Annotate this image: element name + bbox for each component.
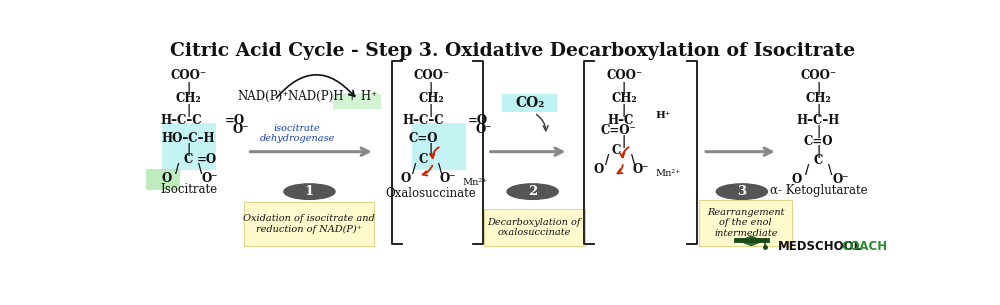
FancyBboxPatch shape — [502, 94, 557, 113]
Text: |: | — [429, 82, 433, 95]
Text: Isocitrate: Isocitrate — [160, 183, 217, 196]
Text: /: / — [805, 164, 809, 177]
Text: O: O — [792, 173, 802, 186]
Circle shape — [507, 184, 558, 199]
Text: |: | — [622, 135, 626, 148]
Text: |: | — [186, 104, 191, 117]
Text: NAD(P)⁺: NAD(P)⁺ — [237, 90, 289, 103]
Text: /: / — [175, 163, 179, 176]
Text: |: | — [816, 104, 821, 117]
Text: O⁻: O⁻ — [633, 163, 649, 176]
Text: O⁻: O⁻ — [202, 172, 218, 185]
Circle shape — [716, 184, 767, 199]
Text: \: \ — [198, 163, 202, 176]
Text: C: C — [612, 144, 621, 157]
Text: C: C — [184, 153, 193, 166]
Text: /: / — [605, 154, 609, 167]
Text: CO₂: CO₂ — [515, 96, 544, 110]
Text: COO⁻: COO⁻ — [606, 70, 642, 82]
Text: H–C–C: H–C–C — [160, 114, 202, 127]
Text: /: / — [412, 163, 416, 176]
FancyBboxPatch shape — [146, 169, 180, 190]
Text: 1: 1 — [305, 185, 314, 198]
Text: CH₂: CH₂ — [418, 92, 444, 105]
Text: |: | — [816, 125, 821, 138]
Text: O⁻: O⁻ — [440, 172, 456, 185]
FancyBboxPatch shape — [699, 200, 792, 246]
Text: \: \ — [828, 164, 832, 177]
Text: CH₂: CH₂ — [806, 92, 831, 105]
Text: O: O — [162, 172, 172, 185]
Text: NAD(P)H + H⁺: NAD(P)H + H⁺ — [288, 90, 377, 103]
Text: \: \ — [438, 163, 443, 176]
Text: \: \ — [631, 154, 636, 167]
Text: Mn²⁺: Mn²⁺ — [462, 178, 488, 187]
Text: =O: =O — [468, 114, 488, 127]
Text: CH₂: CH₂ — [176, 92, 201, 105]
Text: H–C–H: H–C–H — [797, 114, 840, 127]
Text: C=O: C=O — [409, 132, 438, 145]
Text: Oxalosuccinate: Oxalosuccinate — [386, 187, 477, 200]
Text: 2: 2 — [528, 185, 537, 198]
Text: H–C: H–C — [607, 114, 633, 127]
Text: =O: =O — [196, 153, 216, 166]
FancyBboxPatch shape — [162, 124, 216, 170]
Text: Decarboxylation of
oxalosuccinate: Decarboxylation of oxalosuccinate — [487, 218, 581, 237]
Text: C: C — [814, 155, 823, 167]
Circle shape — [284, 184, 335, 199]
Text: Rearrangement
of the enol
intermediate: Rearrangement of the enol intermediate — [707, 208, 785, 238]
Text: O⁻: O⁻ — [475, 123, 492, 136]
Text: CH₂: CH₂ — [611, 92, 637, 105]
Text: |: | — [816, 145, 821, 158]
Text: isocitrate
dehydrogenase: isocitrate dehydrogenase — [259, 124, 335, 143]
Text: Citric Acid Cycle - Step 3. Oxidative Decarboxylation of Isocitrate: Citric Acid Cycle - Step 3. Oxidative De… — [170, 42, 855, 60]
FancyBboxPatch shape — [333, 94, 381, 109]
Text: |: | — [622, 104, 626, 117]
Text: COO⁻: COO⁻ — [170, 70, 207, 82]
Text: O: O — [593, 163, 604, 176]
Text: COO⁻: COO⁻ — [413, 70, 449, 82]
Text: |: | — [186, 82, 191, 95]
Text: H–C–C: H–C–C — [403, 114, 444, 127]
Text: MEDSCHOOL: MEDSCHOOL — [778, 240, 862, 253]
Text: C=O⁻: C=O⁻ — [600, 124, 636, 137]
Text: C=O: C=O — [804, 135, 833, 148]
Text: |: | — [622, 82, 626, 95]
Text: |: | — [429, 143, 433, 156]
Polygon shape — [740, 236, 763, 246]
FancyBboxPatch shape — [244, 202, 374, 246]
Text: |: | — [186, 143, 191, 156]
Text: HO–C–H: HO–C–H — [162, 132, 215, 145]
Text: H⁺: H⁺ — [655, 111, 670, 120]
FancyBboxPatch shape — [484, 209, 585, 246]
Text: Oxidation of isocitrate and
reduction of NAD(P)⁺: Oxidation of isocitrate and reduction of… — [243, 214, 375, 234]
Text: 3: 3 — [737, 185, 746, 198]
Text: COO⁻: COO⁻ — [801, 70, 837, 82]
Text: α- Ketoglutarate: α- Ketoglutarate — [770, 184, 867, 197]
Text: O⁻: O⁻ — [233, 123, 249, 136]
Text: O⁻: O⁻ — [832, 173, 849, 186]
Text: O: O — [400, 172, 411, 185]
Text: |: | — [816, 82, 821, 95]
Text: C: C — [419, 153, 428, 166]
Text: |: | — [429, 104, 433, 117]
Text: =O: =O — [225, 114, 245, 127]
FancyBboxPatch shape — [412, 124, 466, 170]
Text: COACH: COACH — [842, 240, 888, 253]
Text: Mn²⁺: Mn²⁺ — [655, 169, 680, 178]
